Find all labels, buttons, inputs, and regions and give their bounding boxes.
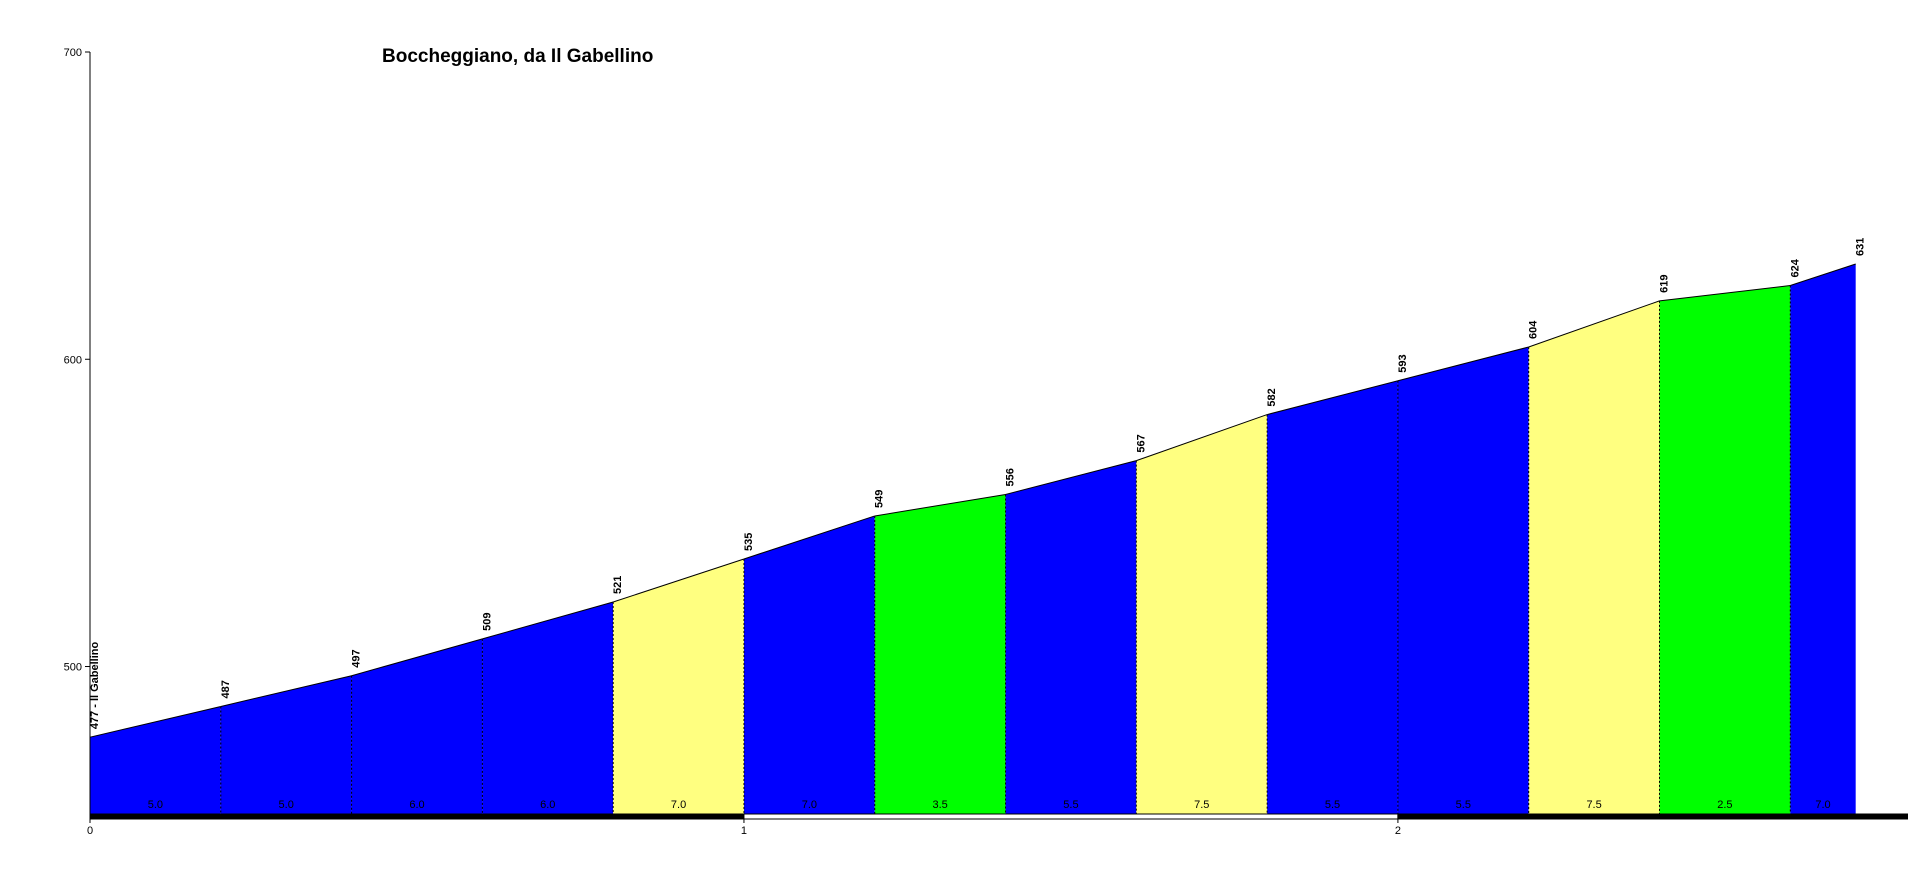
chart-title: Boccheggiano, da Il Gabellino: [382, 46, 653, 67]
gradient-label: 5.0: [148, 799, 163, 811]
segment: [1005, 460, 1137, 814]
gradient-label: 2.5: [1717, 799, 1732, 811]
gradient-label: 7.0: [1815, 799, 1830, 811]
segment: [743, 515, 875, 814]
segment: [1659, 285, 1791, 815]
segment: [90, 706, 221, 814]
segment: [1790, 264, 1856, 814]
elevation-label: 487: [220, 680, 232, 698]
elevation-label: 631: [1855, 238, 1867, 256]
elevation-label: 582: [1266, 388, 1278, 406]
gradient-label: 7.5: [1586, 799, 1601, 811]
elevation-label: 497: [351, 649, 363, 667]
segment: [613, 558, 744, 814]
elevation-label: 604: [1528, 320, 1540, 339]
segment: [874, 494, 1006, 814]
y-tick-label: 500: [64, 662, 82, 674]
profile-line: [1266, 380, 1399, 416]
gradient-label: 7.5: [1194, 799, 1209, 811]
gradient-label: 7.0: [802, 799, 817, 811]
segment: [1397, 346, 1529, 814]
elevation-label: 593: [1397, 354, 1409, 372]
km-bar: [743, 813, 1399, 820]
elevation-label: 619: [1658, 275, 1670, 293]
elevation-label: 549: [874, 490, 886, 508]
profile-line: [1005, 460, 1137, 495]
elevation-label: 624: [1789, 258, 1801, 277]
profile-line: [613, 558, 745, 603]
profile-line: [351, 638, 483, 677]
elevation-label: 509: [481, 613, 493, 631]
gradient-label: 5.5: [1063, 799, 1078, 811]
y-tick-label: 700: [64, 47, 82, 59]
km-bar: [89, 813, 745, 820]
elevation-label: 567: [1135, 434, 1147, 452]
profile-line: [220, 675, 352, 707]
profile-line: [874, 493, 1006, 517]
profile-line: [1790, 263, 1856, 286]
x-tick-label: 2: [1395, 825, 1401, 837]
profile-line: [482, 601, 614, 640]
segment: [1136, 414, 1268, 814]
profile-line: [743, 515, 875, 560]
elevation-label: 556: [1005, 468, 1017, 486]
x-tick-label: 0: [87, 825, 93, 837]
segment: [1267, 380, 1398, 814]
segment: [220, 675, 352, 814]
profile-line: [89, 705, 221, 738]
profile-line: [1528, 300, 1660, 348]
gradient-label: 5.0: [279, 799, 294, 811]
segment: [1528, 300, 1660, 814]
gradient-label: 6.0: [409, 799, 424, 811]
elevation-label: 477 - Il Gabellino: [89, 641, 101, 729]
profile-line: [1136, 414, 1268, 462]
elevation-label: 521: [612, 576, 624, 594]
y-tick-label: 600: [64, 354, 82, 366]
gradient-label: 5.5: [1325, 799, 1340, 811]
x-tick-label: 1: [741, 825, 747, 837]
gradient-label: 3.5: [932, 799, 947, 811]
profile-line: [1397, 346, 1529, 382]
segment: [351, 638, 483, 814]
elevation-label: 535: [743, 533, 755, 551]
segment: [482, 601, 614, 814]
gradient-label: 7.0: [671, 799, 686, 811]
profile-line: [1659, 285, 1791, 302]
gradient-label: 5.5: [1456, 799, 1471, 811]
gradient-label: 6.0: [540, 799, 555, 811]
km-bar: [1397, 813, 1908, 820]
